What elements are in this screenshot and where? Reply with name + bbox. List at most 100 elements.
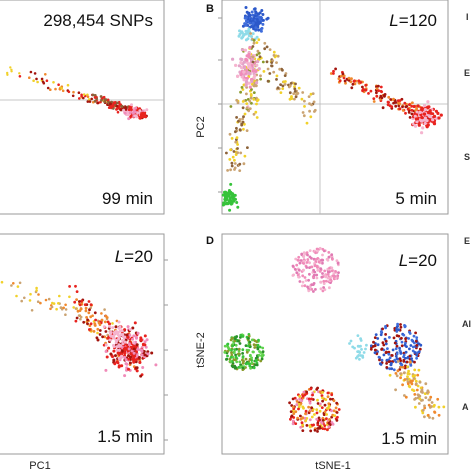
data-point xyxy=(143,340,147,344)
data-point xyxy=(35,77,38,81)
data-point xyxy=(106,320,110,324)
data-point xyxy=(384,342,388,346)
data-point xyxy=(61,89,65,93)
data-point xyxy=(253,7,257,11)
data-point xyxy=(115,339,119,343)
data-point xyxy=(410,382,414,386)
data-point xyxy=(399,376,402,380)
data-point xyxy=(117,348,121,352)
data-point xyxy=(321,258,325,262)
data-point xyxy=(326,428,329,432)
data-point xyxy=(316,423,320,427)
data-point xyxy=(400,336,403,340)
data-point xyxy=(231,336,234,340)
data-point xyxy=(276,86,280,90)
data-point xyxy=(295,400,299,403)
data-point xyxy=(421,391,424,394)
data-point xyxy=(332,409,336,413)
data-point xyxy=(96,327,100,331)
data-point xyxy=(114,329,118,333)
data-point xyxy=(289,417,292,421)
data-point xyxy=(323,410,327,414)
data-point xyxy=(385,362,388,365)
data-point xyxy=(417,402,421,405)
data-point xyxy=(418,380,422,384)
data-point xyxy=(250,356,254,360)
data-point xyxy=(135,350,138,354)
data-point xyxy=(289,410,293,413)
data-point xyxy=(420,106,424,110)
data-point xyxy=(326,395,330,399)
data-point xyxy=(395,344,399,348)
data-point xyxy=(283,74,287,77)
data-point xyxy=(314,288,317,291)
data-point xyxy=(314,251,317,255)
data-point xyxy=(327,251,331,254)
data-point xyxy=(98,333,102,336)
data-point xyxy=(248,45,252,50)
data-point xyxy=(301,91,305,94)
data-point xyxy=(325,407,329,410)
data-point xyxy=(292,410,296,413)
data-point xyxy=(233,166,237,170)
data-point xyxy=(68,295,71,299)
data-point xyxy=(408,116,412,119)
side-label-6: A xyxy=(462,402,469,412)
data-point xyxy=(100,98,103,102)
data-point xyxy=(292,412,296,415)
data-point xyxy=(424,396,428,399)
data-point xyxy=(249,32,253,35)
data-point xyxy=(394,347,398,351)
data-point xyxy=(145,108,149,112)
data-point xyxy=(315,388,319,391)
data-point xyxy=(6,71,9,75)
data-point xyxy=(132,360,136,364)
data-point xyxy=(117,326,121,330)
data-point xyxy=(248,99,252,103)
data-point xyxy=(123,348,127,352)
data-point xyxy=(388,336,391,339)
data-point xyxy=(436,111,440,115)
data-point xyxy=(258,345,262,349)
data-point xyxy=(405,360,409,364)
data-point xyxy=(246,98,250,101)
data-point xyxy=(294,422,298,425)
data-point xyxy=(276,54,280,58)
data-point xyxy=(408,347,411,351)
data-point xyxy=(111,322,114,325)
data-point xyxy=(35,289,38,292)
data-point xyxy=(329,278,332,281)
data-point xyxy=(297,275,300,279)
data-point xyxy=(55,307,58,311)
data-point xyxy=(252,343,256,347)
data-point xyxy=(245,129,249,133)
data-point xyxy=(321,416,325,420)
data-point xyxy=(258,21,262,25)
data-point xyxy=(423,415,426,419)
data-point xyxy=(412,104,416,109)
data-point xyxy=(251,69,255,73)
data-point xyxy=(313,413,316,416)
data-point xyxy=(338,79,342,83)
data-point xyxy=(396,369,400,373)
data-point xyxy=(413,368,417,372)
data-point xyxy=(259,74,262,78)
data-point xyxy=(340,74,343,78)
data-point xyxy=(242,127,245,131)
data-point xyxy=(387,360,391,363)
data-point xyxy=(99,95,103,98)
data-point xyxy=(307,95,311,98)
data-point xyxy=(334,67,337,71)
data-point xyxy=(401,383,404,387)
data-point xyxy=(300,284,304,288)
data-point xyxy=(321,396,324,400)
data-point xyxy=(395,374,399,378)
data-point xyxy=(260,26,264,30)
data-point xyxy=(295,93,298,96)
data-point xyxy=(10,68,13,72)
data-point xyxy=(261,346,265,350)
data-point xyxy=(406,375,409,379)
data-point xyxy=(233,348,237,351)
data-point xyxy=(293,396,297,400)
data-point xyxy=(410,104,414,108)
